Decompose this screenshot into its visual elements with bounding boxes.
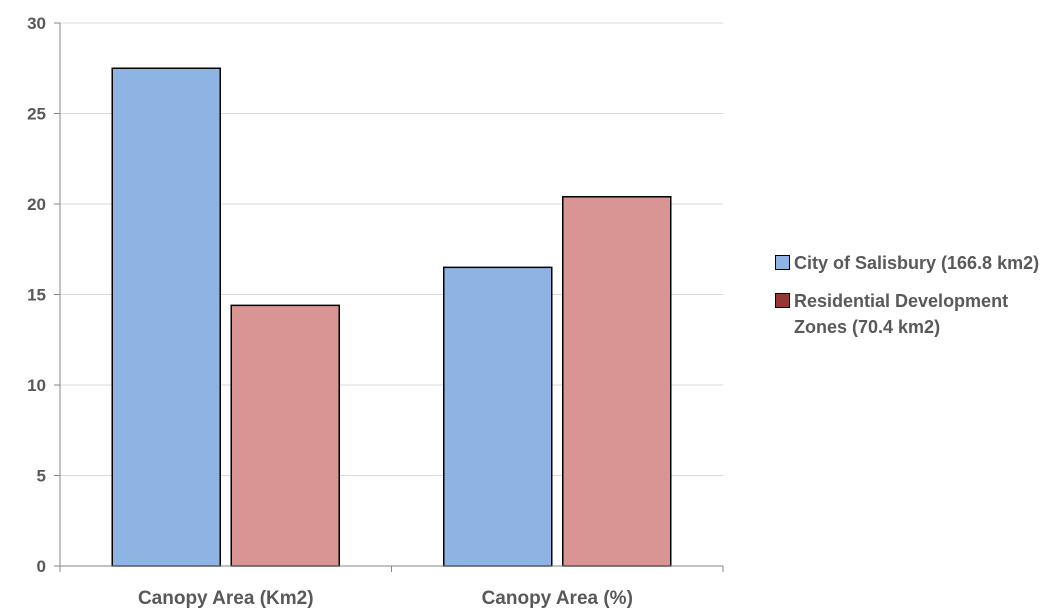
y-tick-label: 30 [27, 14, 46, 33]
axes [59, 23, 724, 572]
y-axis-tick-labels: 0 5 10 15 20 25 30 [27, 14, 46, 576]
y-tick-label: 25 [27, 105, 46, 124]
legend-label-city: City of Salisbury (166.8 km2) [794, 253, 1040, 273]
legend-label-residential: Residential Development Zones (70.4 km2) [794, 291, 1009, 337]
legend-item-residential: Residential Development Zones (70.4 km2) [775, 288, 1047, 340]
bar [111, 67, 221, 567]
bars [111, 67, 672, 567]
legend-swatch-residential [775, 293, 790, 308]
y-tick-label: 5 [37, 467, 46, 486]
y-tick-label: 15 [27, 286, 46, 305]
bar [562, 196, 672, 567]
x-category-label: Canopy Area (%) [482, 588, 633, 609]
legend-swatch-city [775, 255, 790, 270]
y-tick-label: 10 [27, 376, 46, 395]
x-category-label: Canopy Area (Km2) [138, 588, 314, 609]
category-labels: Canopy Area (Km2) Canopy Area (%) [138, 588, 633, 609]
y-tick-label: 0 [37, 557, 46, 576]
legend-item-city: City of Salisbury (166.8 km2) [775, 250, 1047, 276]
bar [230, 304, 340, 567]
bar [443, 266, 553, 567]
legend: City of Salisbury (166.8 km2) Residentia… [775, 250, 1047, 352]
y-tick-label: 20 [27, 195, 46, 214]
